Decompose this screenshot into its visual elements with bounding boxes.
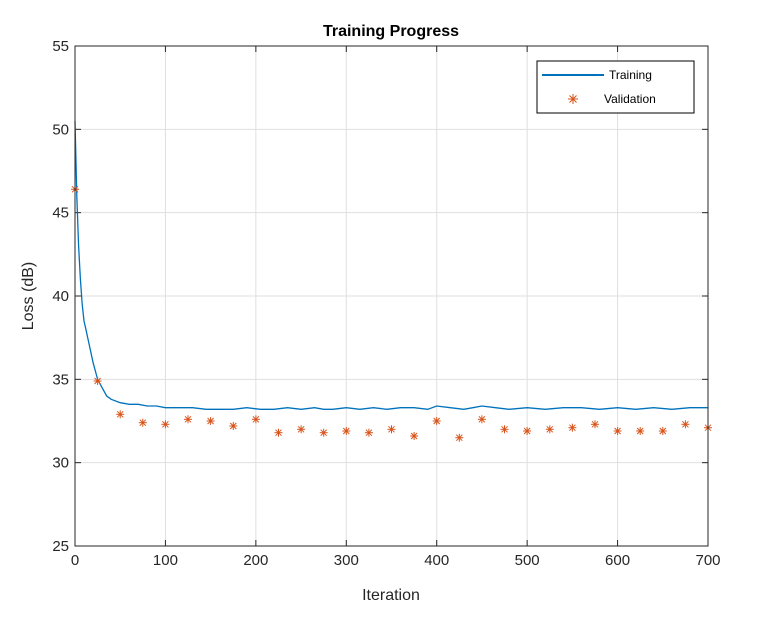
- validation-point: [636, 427, 645, 435]
- x-tick-label: 200: [243, 552, 268, 569]
- x-tick-label: 500: [515, 552, 540, 569]
- y-tick-label: 40: [52, 288, 69, 305]
- series-layer: [71, 120, 712, 442]
- validation-point: [500, 425, 509, 434]
- validation-point: [274, 428, 283, 437]
- y-tick-label: 55: [52, 38, 69, 55]
- x-axis-label: Iteration: [362, 587, 420, 604]
- x-tick-label: 0: [71, 552, 79, 569]
- validation-point: [138, 418, 147, 427]
- legend[interactable]: Training Validation: [536, 60, 695, 114]
- validation-point: [297, 425, 306, 434]
- validation-point: [319, 428, 328, 437]
- plot-frame: [74, 45, 709, 547]
- validation-point: [432, 417, 441, 425]
- validation-point: [613, 427, 622, 435]
- training-loss-line: [74, 120, 708, 410]
- validation-point: [545, 425, 554, 434]
- y-tick-label: 45: [52, 205, 69, 222]
- validation-point: [364, 428, 373, 437]
- validation-point: [681, 420, 690, 429]
- legend-training-label: Training: [609, 68, 652, 82]
- validation-point: [206, 417, 215, 425]
- validation-point: [658, 427, 667, 435]
- x-tick-label: 100: [153, 552, 178, 569]
- validation-point: [410, 432, 419, 440]
- validation-point: [591, 420, 599, 429]
- y-tick-label: 50: [52, 121, 69, 138]
- validation-point: [229, 422, 238, 430]
- validation-point: [251, 415, 260, 424]
- legend-validation-label: Validation: [604, 92, 656, 106]
- x-tick-label: 300: [334, 552, 359, 569]
- validation-point: [523, 427, 532, 435]
- validation-point: [116, 410, 125, 419]
- x-tick-label: 400: [424, 552, 449, 569]
- validation-point: [455, 433, 464, 442]
- chart-title: Training Progress: [323, 23, 459, 40]
- legend-validation-marker: [568, 94, 578, 104]
- validation-point: [477, 415, 486, 424]
- legend-box: [536, 60, 695, 114]
- validation-point: [184, 415, 192, 424]
- validation-point: [342, 427, 351, 435]
- validation-point: [568, 423, 577, 432]
- x-tick-label: 700: [695, 552, 720, 569]
- x-tick-label: 600: [605, 552, 630, 569]
- validation-point: [387, 425, 396, 434]
- tick-labels: 0 100 200 300 400 500 600 700 25 30 35 40 45 50 55: [52, 38, 720, 569]
- validation-point: [93, 377, 102, 385]
- validation-point: [161, 420, 170, 429]
- y-tick-label: 30: [52, 455, 69, 472]
- y-tick-label: 25: [52, 538, 69, 555]
- y-tick-label: 35: [52, 371, 69, 388]
- y-axis-label: Loss (dB): [20, 262, 37, 330]
